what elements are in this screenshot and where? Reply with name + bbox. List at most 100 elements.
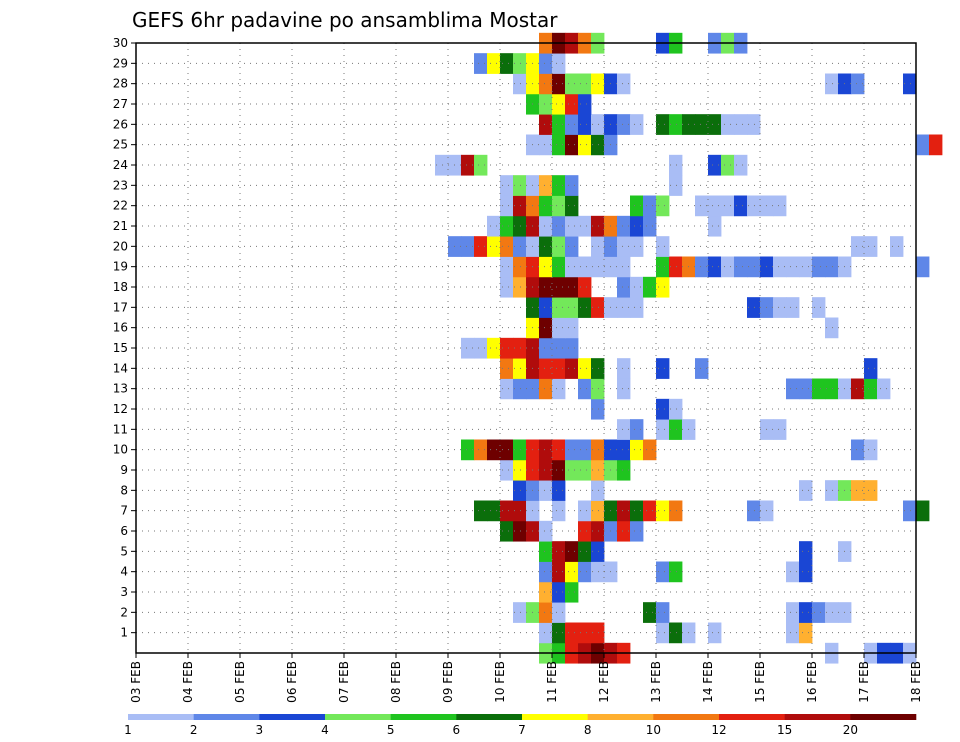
colorbar-label: 12 — [711, 723, 726, 737]
colorbar-label: 5 — [387, 723, 395, 737]
heatmap-cell — [851, 378, 865, 400]
heatmap-cell — [695, 256, 709, 278]
heatmap-cell — [565, 622, 579, 644]
heatmap-cell — [552, 602, 566, 623]
heatmap-cell — [552, 114, 566, 135]
heatmap-cell — [552, 500, 566, 522]
y-tick-label: 22 — [113, 199, 128, 213]
colorbar-label: 10 — [646, 723, 661, 737]
y-tick-label: 18 — [113, 280, 128, 294]
heatmap-cell — [799, 541, 813, 562]
heatmap-cell — [617, 419, 631, 440]
heatmap-cell — [617, 236, 631, 257]
heatmap-cell — [474, 439, 488, 461]
heatmap-cell — [812, 602, 826, 623]
heatmap-cell — [617, 358, 631, 379]
heatmap-cell — [747, 195, 761, 217]
heatmap-cell — [474, 236, 488, 257]
heatmap-cell — [630, 114, 644, 135]
heatmap-cell — [578, 358, 592, 379]
heatmap-cell — [656, 276, 670, 298]
heatmap-cell — [500, 358, 514, 379]
heatmap-cell — [500, 195, 514, 217]
heatmap-cell — [721, 154, 735, 176]
heatmap-cell — [773, 297, 787, 318]
x-tick-label: 18 FEB — [909, 661, 923, 703]
heatmap-cell — [565, 215, 579, 237]
colorbar-swatch — [325, 714, 391, 720]
heatmap-cell — [578, 93, 592, 115]
heatmap-cell — [903, 500, 917, 522]
heatmap-cell — [565, 134, 579, 156]
heatmap-cell — [552, 236, 566, 257]
heatmap-cell — [552, 73, 566, 95]
heatmap-cell — [656, 358, 670, 379]
heatmap-cell — [474, 154, 488, 176]
heatmap-cell — [539, 459, 553, 481]
heatmap-cell — [552, 276, 566, 298]
x-tick-label: 03 FEB — [129, 661, 143, 703]
y-tick-label: 3 — [120, 585, 128, 599]
y-tick-label: 5 — [120, 544, 128, 558]
x-axis: 03 FEB 04 FEB 05 FEB 06 FEB 07 FEB 08 FEB 09 F… — [129, 653, 923, 703]
heatmap-cell — [552, 175, 566, 196]
heatmap-cell — [617, 73, 631, 95]
heatmap-cell — [669, 500, 683, 522]
heatmap-cell — [617, 297, 631, 318]
heatmap-cell — [695, 114, 709, 135]
colorbar-swatch — [719, 714, 785, 720]
heatmap-cell — [500, 276, 514, 298]
heatmap-cell — [513, 73, 527, 95]
heatmap-cell — [708, 154, 722, 176]
heatmap-cell — [656, 256, 670, 278]
heatmap-cell — [539, 73, 553, 95]
heatmap-cell — [552, 337, 566, 359]
y-tick-label: 29 — [113, 56, 128, 70]
heatmap-cell — [565, 337, 579, 359]
heatmap-cell — [708, 114, 722, 135]
heatmap-cell — [513, 337, 527, 359]
heatmap-cell — [513, 378, 527, 400]
x-tick-label: 06 FEB — [285, 661, 299, 703]
heatmap-cell — [552, 581, 566, 603]
heatmap-cell — [656, 114, 670, 135]
heatmap-cell — [773, 419, 787, 440]
heatmap-cell — [799, 602, 813, 623]
heatmap-cell — [552, 480, 566, 501]
x-tick-label: 10 FEB — [493, 661, 507, 703]
heatmap-cell — [539, 581, 553, 603]
heatmap-cell — [552, 439, 566, 461]
heatmap-cell — [539, 195, 553, 217]
heatmap-cell — [643, 195, 657, 217]
heatmap-cell — [539, 93, 553, 115]
heatmap-cell — [513, 480, 527, 501]
heatmap-cell — [656, 419, 670, 440]
heatmap-cell — [513, 358, 527, 379]
heatmap-cell — [851, 73, 865, 95]
heatmap-cell — [539, 297, 553, 318]
y-tick-label: 6 — [120, 524, 128, 538]
heatmap-cell — [877, 378, 891, 400]
y-tick-label: 28 — [113, 77, 128, 91]
heatmap-cell — [565, 317, 579, 339]
x-tick-label: 05 FEB — [233, 661, 247, 703]
colorbar-swatch — [259, 714, 326, 720]
heatmap-cell — [591, 459, 605, 481]
heatmap-cell — [578, 215, 592, 237]
colorbar-swatch — [653, 714, 720, 720]
heatmap-cell — [578, 541, 592, 562]
heatmap-cell — [578, 459, 592, 481]
y-tick-label: 26 — [113, 117, 128, 131]
heatmap-cell — [721, 256, 735, 278]
heatmap-cell — [916, 134, 930, 156]
heatmap-cell — [500, 520, 514, 542]
colorbar-swatch — [587, 714, 654, 720]
heatmap-cell — [669, 561, 683, 583]
y-tick-label: 20 — [113, 239, 128, 253]
heatmap-cell — [786, 622, 800, 644]
heatmap-cell — [591, 236, 605, 257]
heatmap-cell — [916, 500, 930, 522]
x-tick-label: 15 FEB — [753, 661, 767, 703]
heatmap-cell — [669, 419, 683, 440]
